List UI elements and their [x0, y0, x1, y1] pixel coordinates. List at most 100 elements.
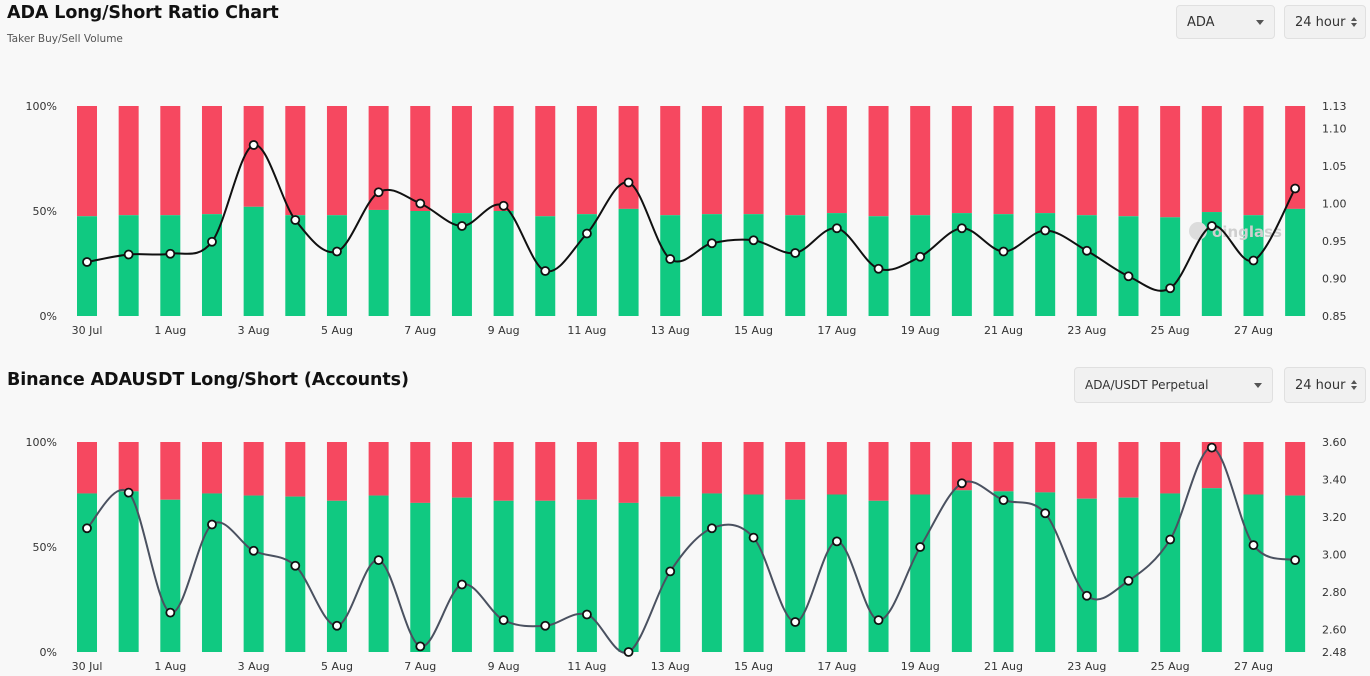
x-axis-tick-label: 27 Aug — [1234, 660, 1273, 673]
long-bar — [993, 491, 1014, 652]
ratio-point — [1248, 540, 1259, 551]
short-bar — [1285, 106, 1306, 209]
ratio-point — [332, 620, 342, 631]
pair-select-value: ADA/USDT Perpetual — [1085, 378, 1209, 392]
ratio-point — [1123, 575, 1134, 586]
ratio-point — [290, 215, 301, 225]
x-axis-tick-label: 27 Aug — [1234, 324, 1273, 337]
ratio-point — [665, 254, 676, 264]
right-axis-tick-label: 1.05 — [1322, 160, 1347, 173]
x-axis-tick-label: 7 Aug — [404, 660, 436, 673]
short-bar — [1285, 442, 1306, 496]
long-bar — [118, 215, 139, 316]
long-bar — [285, 215, 306, 316]
ratio-point — [82, 257, 92, 267]
short-bar — [618, 106, 639, 209]
x-axis-tick-label: 11 Aug — [567, 660, 606, 673]
long-bar — [1243, 494, 1264, 652]
ratio-point — [1123, 271, 1134, 282]
short-bar — [201, 442, 222, 494]
short-bar — [576, 442, 597, 500]
ratio-line — [86, 446, 1296, 654]
ratio-point — [707, 238, 717, 249]
long-bar — [1285, 495, 1306, 652]
ratio-point — [1040, 508, 1051, 519]
long-bar — [826, 494, 847, 652]
short-bar — [701, 106, 722, 215]
short-bar — [77, 442, 97, 494]
x-axis-tick-label: 3 Aug — [238, 660, 270, 673]
short-bar — [951, 442, 972, 491]
coin-select[interactable]: ADA — [1176, 5, 1275, 39]
ratio-point — [998, 495, 1009, 506]
long-bar — [201, 214, 222, 316]
long-bar — [368, 495, 389, 652]
short-bar — [118, 106, 139, 216]
chart-subtitle: Taker Buy/Sell Volume — [7, 33, 123, 45]
short-bar — [160, 442, 181, 500]
left-axis-tick-label: 50% — [33, 205, 57, 218]
x-axis-tick-label: 23 Aug — [1067, 324, 1106, 337]
short-bar — [326, 106, 347, 216]
right-axis-tick-label: 3.00 — [1322, 549, 1347, 562]
right-axis-tick-label: 2.60 — [1322, 624, 1347, 637]
x-axis-tick-label: 25 Aug — [1151, 660, 1190, 673]
short-bar — [951, 106, 972, 214]
short-bar — [535, 442, 556, 501]
ratio-point — [956, 223, 967, 234]
x-axis-tick-label: 23 Aug — [1067, 660, 1106, 673]
long-bar — [743, 214, 764, 316]
ratio-point — [1206, 221, 1217, 231]
ratio-point — [207, 519, 217, 530]
short-bar — [285, 106, 306, 216]
long-bar — [493, 211, 514, 316]
long-bar — [951, 213, 972, 316]
ratio-point — [165, 607, 176, 618]
long-bar — [1076, 215, 1097, 316]
long-bar — [243, 495, 264, 652]
left-axis-tick-label: 50% — [33, 541, 57, 554]
ratio-point — [790, 617, 801, 627]
x-axis-tick-label: 9 Aug — [488, 324, 520, 337]
interval-select[interactable]: 24 hour — [1284, 367, 1366, 403]
ratio-point — [623, 647, 634, 657]
ratio-point — [373, 555, 384, 566]
ratio-point — [831, 536, 842, 547]
sort-arrows-icon — [1351, 380, 1358, 390]
short-bar — [993, 442, 1014, 492]
watermark-text: oinglass — [1212, 223, 1282, 241]
long-bar — [1035, 213, 1056, 316]
short-bar — [826, 442, 847, 495]
short-bar — [77, 106, 97, 217]
long-bar — [618, 208, 639, 316]
interval-select-value: 24 hour — [1295, 377, 1346, 393]
ratio-point — [748, 235, 759, 246]
long-bar — [910, 494, 931, 652]
long-bar — [910, 215, 931, 316]
ratio-point — [582, 609, 592, 620]
short-bar — [410, 106, 431, 211]
long-bar — [1118, 216, 1139, 316]
right-axis-tick-label: 0.90 — [1322, 273, 1347, 286]
pair-select[interactable]: ADA/USDT Perpetual — [1074, 367, 1273, 403]
short-bar — [576, 106, 597, 215]
short-bar — [660, 442, 681, 497]
x-axis-tick-label: 1 Aug — [154, 660, 186, 673]
x-axis-tick-label: 15 Aug — [734, 660, 773, 673]
long-bar — [951, 490, 972, 652]
long-bar — [285, 496, 306, 652]
x-axis-tick-label: 5 Aug — [321, 660, 353, 673]
sort-arrows-icon — [1351, 17, 1358, 27]
short-bar — [1035, 442, 1056, 493]
ratio-point — [1206, 442, 1217, 453]
long-bar — [1243, 215, 1264, 316]
long-bar — [326, 500, 347, 652]
ratio-point — [665, 566, 676, 577]
interval-select[interactable]: 24 hour — [1284, 5, 1366, 39]
short-bar — [660, 106, 681, 216]
long-bar — [1285, 208, 1306, 316]
accounts-ratio-chart: 0% 50% 100% 2.48 2.60 2.80 3.00 3.20 3.40 3.60 30 … — [26, 436, 1347, 673]
ratio-point — [915, 542, 926, 552]
short-bar — [1118, 442, 1139, 498]
ratio-point — [332, 246, 342, 257]
